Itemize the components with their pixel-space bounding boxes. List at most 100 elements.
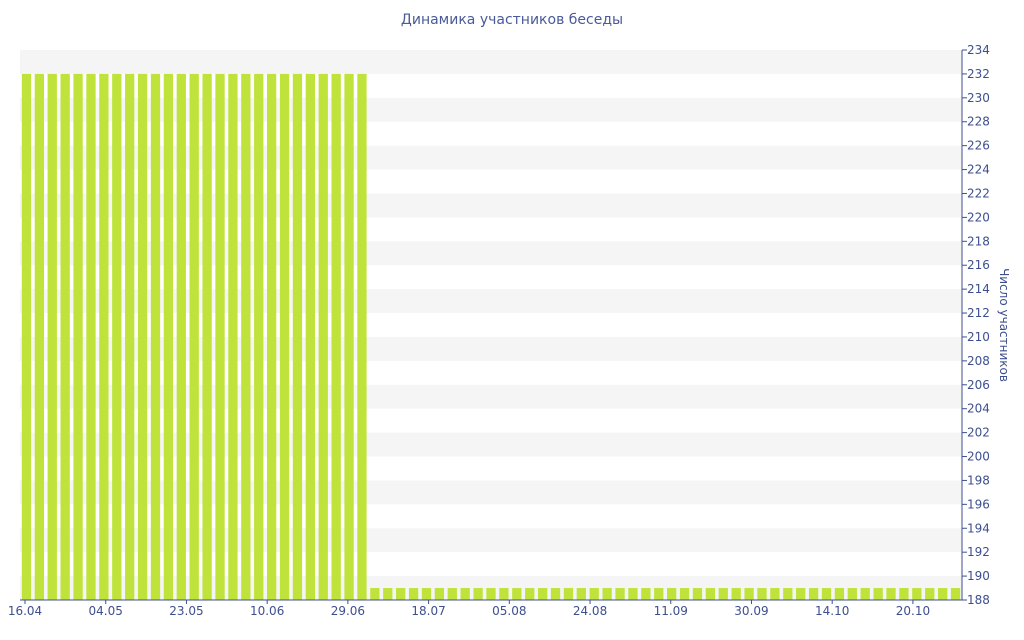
y-tick-label: 214	[967, 282, 990, 296]
bar[interactable]	[34, 73, 44, 600]
bar[interactable]	[137, 73, 148, 600]
bar[interactable]	[60, 73, 70, 600]
bar[interactable]	[434, 588, 445, 600]
bar[interactable]	[396, 588, 406, 600]
bar[interactable]	[925, 588, 935, 600]
y-tick-label: 216	[967, 258, 990, 272]
bar[interactable]	[667, 588, 677, 600]
bar[interactable]	[641, 588, 651, 600]
bar[interactable]	[86, 73, 96, 600]
bar[interactable]	[163, 73, 174, 600]
bar[interactable]	[615, 588, 625, 600]
bar[interactable]	[125, 73, 135, 600]
bar[interactable]	[266, 73, 277, 600]
bar[interactable]	[305, 73, 315, 600]
x-tick-label: 18.07	[411, 604, 445, 618]
bar[interactable]	[744, 588, 754, 600]
bar[interactable]	[460, 588, 470, 600]
bar[interactable]	[176, 73, 186, 600]
bar[interactable]	[873, 588, 883, 600]
bar[interactable]	[692, 588, 703, 600]
bar[interactable]	[705, 588, 716, 600]
bar[interactable]	[499, 588, 509, 600]
bar[interactable]	[576, 588, 586, 600]
bar[interactable]	[421, 588, 432, 600]
bar[interactable]	[938, 588, 948, 600]
bar[interactable]	[821, 588, 832, 600]
grid-band	[20, 480, 962, 505]
bar[interactable]	[112, 73, 122, 600]
bar[interactable]	[602, 588, 612, 600]
bar[interactable]	[370, 588, 380, 600]
bar[interactable]	[860, 588, 870, 600]
bar[interactable]	[834, 588, 845, 600]
bar[interactable]	[783, 588, 793, 600]
bar[interactable]	[757, 588, 767, 600]
y-tick-label: 194	[967, 521, 990, 535]
y-tick-label: 232	[967, 67, 990, 81]
bar[interactable]	[447, 588, 457, 600]
bar[interactable]	[21, 73, 32, 600]
bar[interactable]	[654, 588, 664, 600]
bar[interactable]	[899, 588, 909, 600]
bar[interactable]	[912, 588, 922, 600]
bar[interactable]	[731, 588, 741, 600]
x-tick-label: 16.04	[8, 604, 42, 618]
bar[interactable]	[344, 73, 354, 600]
y-axis-label: Число участников	[997, 268, 1011, 382]
y-tick-label: 204	[967, 402, 990, 416]
grid-band	[20, 193, 962, 218]
x-tick-label: 23.05	[169, 604, 203, 618]
bar[interactable]	[808, 588, 819, 600]
bar[interactable]	[473, 588, 483, 600]
x-tick-label: 14.10	[815, 604, 849, 618]
bar[interactable]	[47, 73, 57, 600]
bar[interactable]	[383, 588, 393, 600]
bar[interactable]	[318, 73, 328, 600]
y-tick-label: 188	[967, 593, 990, 607]
bar[interactable]	[215, 73, 225, 600]
bar[interactable]	[847, 588, 857, 600]
bar[interactable]	[228, 73, 238, 600]
bar[interactable]	[525, 588, 535, 600]
bar[interactable]	[486, 588, 496, 600]
bar[interactable]	[279, 73, 290, 600]
bar[interactable]	[408, 588, 419, 600]
bar[interactable]	[202, 73, 212, 600]
bar[interactable]	[950, 588, 961, 600]
y-tick-label: 192	[967, 545, 990, 559]
bar[interactable]	[99, 73, 109, 600]
bar[interactable]	[886, 588, 896, 600]
y-tick-label: 202	[967, 426, 990, 440]
bar[interactable]	[241, 73, 251, 600]
bar[interactable]	[796, 588, 806, 600]
bar[interactable]	[589, 588, 599, 600]
bar[interactable]	[563, 588, 574, 600]
bar[interactable]	[537, 588, 548, 600]
y-tick-label: 212	[967, 306, 990, 320]
bar[interactable]	[718, 588, 728, 600]
x-tick-label: 10.06	[250, 604, 284, 618]
bar[interactable]	[512, 588, 522, 600]
y-tick-label: 190	[967, 569, 990, 583]
bar[interactable]	[357, 73, 367, 600]
bar[interactable]	[292, 73, 303, 600]
x-tick-label: 05.08	[492, 604, 526, 618]
y-tick-label: 218	[967, 234, 990, 248]
grid-band	[20, 97, 962, 122]
bar[interactable]	[331, 73, 341, 600]
x-tick-label: 30.09	[734, 604, 768, 618]
bar[interactable]	[189, 73, 199, 600]
bar-series	[21, 73, 961, 600]
bar[interactable]	[770, 588, 780, 600]
x-tick-label: 20.10	[896, 604, 930, 618]
bar[interactable]	[73, 73, 83, 600]
bar[interactable]	[254, 73, 264, 600]
y-tick-label: 234	[967, 43, 990, 57]
grid-band	[20, 50, 962, 74]
bar[interactable]	[628, 588, 638, 600]
bar[interactable]	[150, 73, 161, 600]
bar[interactable]	[550, 588, 561, 600]
bar[interactable]	[679, 588, 690, 600]
y-tick-label: 230	[967, 91, 990, 105]
